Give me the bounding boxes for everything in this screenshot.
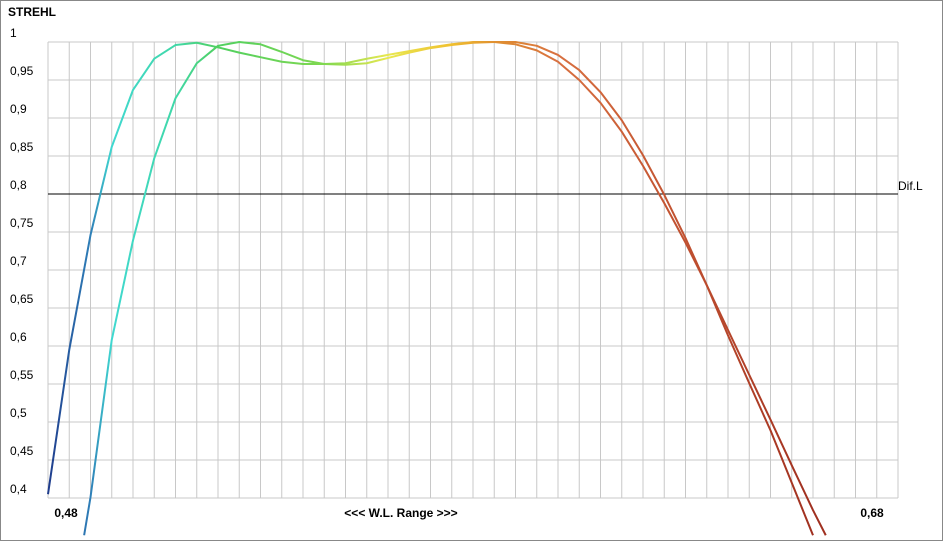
y-tick-label: 0,8 [10,178,27,192]
y-tick-label: 0,85 [10,140,34,154]
x-tick-label: 0,68 [860,506,884,520]
y-tick-label: 0,6 [10,330,27,344]
y-tick-label: 0,55 [10,368,34,382]
y-tick-label: 0,5 [10,406,27,420]
y-tick-label: 0,45 [10,444,34,458]
reference-label: Dif.L [898,179,923,193]
x-tick-label: 0,48 [54,506,78,520]
y-tick-label: 0,65 [10,292,34,306]
y-tick-label: 0,95 [10,64,34,78]
y-tick-label: 0,9 [10,102,27,116]
y-tick-label: 0,7 [10,254,27,268]
y-tick-label: 0,4 [10,482,27,496]
y-tick-label: 0,75 [10,216,34,230]
y-tick-label: 1 [10,26,17,40]
chart-title: STREHL [8,5,56,19]
x-axis-label: <<< W.L. Range >>> [344,506,457,520]
strehl-curve [83,41,814,536]
